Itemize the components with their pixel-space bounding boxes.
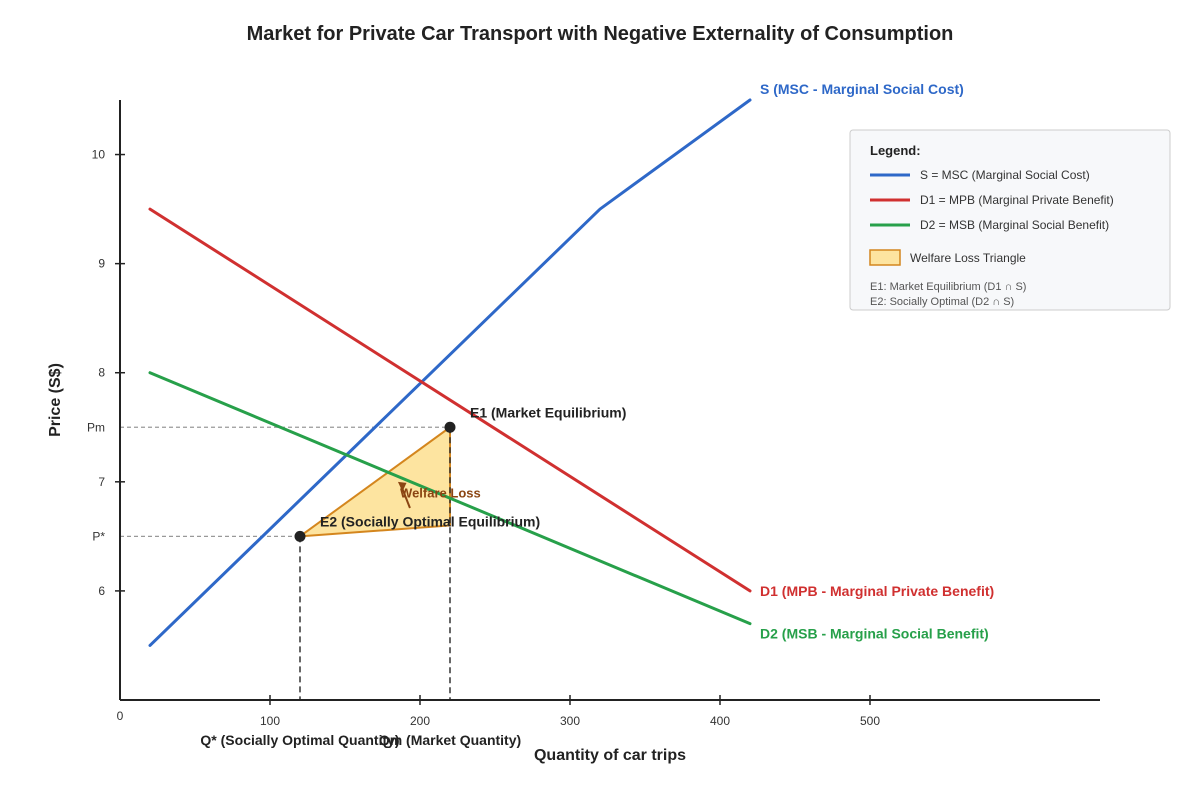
series-line-mpb <box>148 207 752 593</box>
welfare-loss-arrowhead <box>397 481 407 492</box>
x-tick-label: 400 <box>710 714 730 728</box>
curves-layer <box>148 98 752 647</box>
legend: Legend: S = MSC (Marginal Social Cost) D1… <box>849 129 1171 311</box>
y-tick-label: 8 <box>98 366 105 380</box>
y-tick-label: 9 <box>98 257 105 271</box>
price-marker-label-pstar: P* <box>92 529 105 543</box>
series-line-msb <box>148 371 752 626</box>
x-tick-label: 500 <box>860 714 880 728</box>
legend-text-supply: S = MSC (Marginal Social Cost) <box>920 168 1090 182</box>
legend-note-e1: E1: Market Equilibrium (D1 ∩ S) <box>870 281 1026 293</box>
legend-welfare-swatch <box>869 249 901 266</box>
price-marker-label-pm: Pm <box>87 420 105 434</box>
equilibrium-label-e2: E2 (Socially Optimal Equilibrium) <box>320 513 540 529</box>
legend-box <box>849 129 1171 311</box>
y-tick-label: 6 <box>98 584 105 598</box>
legend-text-msb: D2 = MSB (Marginal Social Benefit) <box>920 218 1109 232</box>
equilibrium-label-e1: E1 (Market Equilibrium) <box>470 404 626 420</box>
y-axis-title: Price (S$) <box>47 363 64 437</box>
y-tick-label: 10 <box>92 148 106 162</box>
legend-entries: S = MSC (Marginal Social Cost) D1 = MPB (… <box>870 168 1114 232</box>
equilibrium-point-e2 <box>294 530 306 542</box>
welfare-loss-layer <box>296 425 451 538</box>
chart-title: Market for Private Car Transport with Ne… <box>247 23 954 45</box>
welfare-loss-label: Welfare Loss <box>400 486 481 501</box>
series-label-supply: S (MSC - Marginal Social Cost) <box>760 81 964 97</box>
y-tick-label: 7 <box>98 475 105 489</box>
x-tick-label: 100 <box>260 714 280 728</box>
x-axis-title: Quantity of car trips <box>534 747 686 764</box>
legend-note-e2: E2: Socially Optimal (D2 ∩ S) <box>870 296 1014 308</box>
quantity-marker-label-qm: Qm (Market Quantity) <box>379 732 521 748</box>
axes-layer: 0 100 200 300 400 500 6 7 8 9 10 Pm P* <box>87 100 1100 728</box>
legend-welfare-text: Welfare Loss Triangle <box>910 251 1026 265</box>
series-label-msb: D2 (MSB - Marginal Social Benefit) <box>760 626 989 642</box>
x-tick-label: 0 <box>117 709 124 723</box>
series-label-mpb: D1 (MPB - Marginal Private Benefit) <box>760 583 994 599</box>
legend-text-mpb: D1 = MPB (Marginal Private Benefit) <box>920 193 1114 207</box>
equilibrium-points-layer <box>294 421 456 542</box>
series-line-supply <box>148 98 752 647</box>
x-tick-label: 300 <box>560 714 580 728</box>
equilibrium-point-e1 <box>444 421 456 433</box>
x-tick-label: 200 <box>410 714 430 728</box>
quantity-marker-label-qstar: Q* (Socially Optimal Quantity) <box>200 732 399 748</box>
guide-lines-layer <box>120 426 451 700</box>
legend-title: Legend: <box>870 143 921 158</box>
labels-layer: S (MSC - Marginal Social Cost) D1 (MPB - … <box>200 81 994 748</box>
welfare-loss-triangle <box>296 425 451 538</box>
